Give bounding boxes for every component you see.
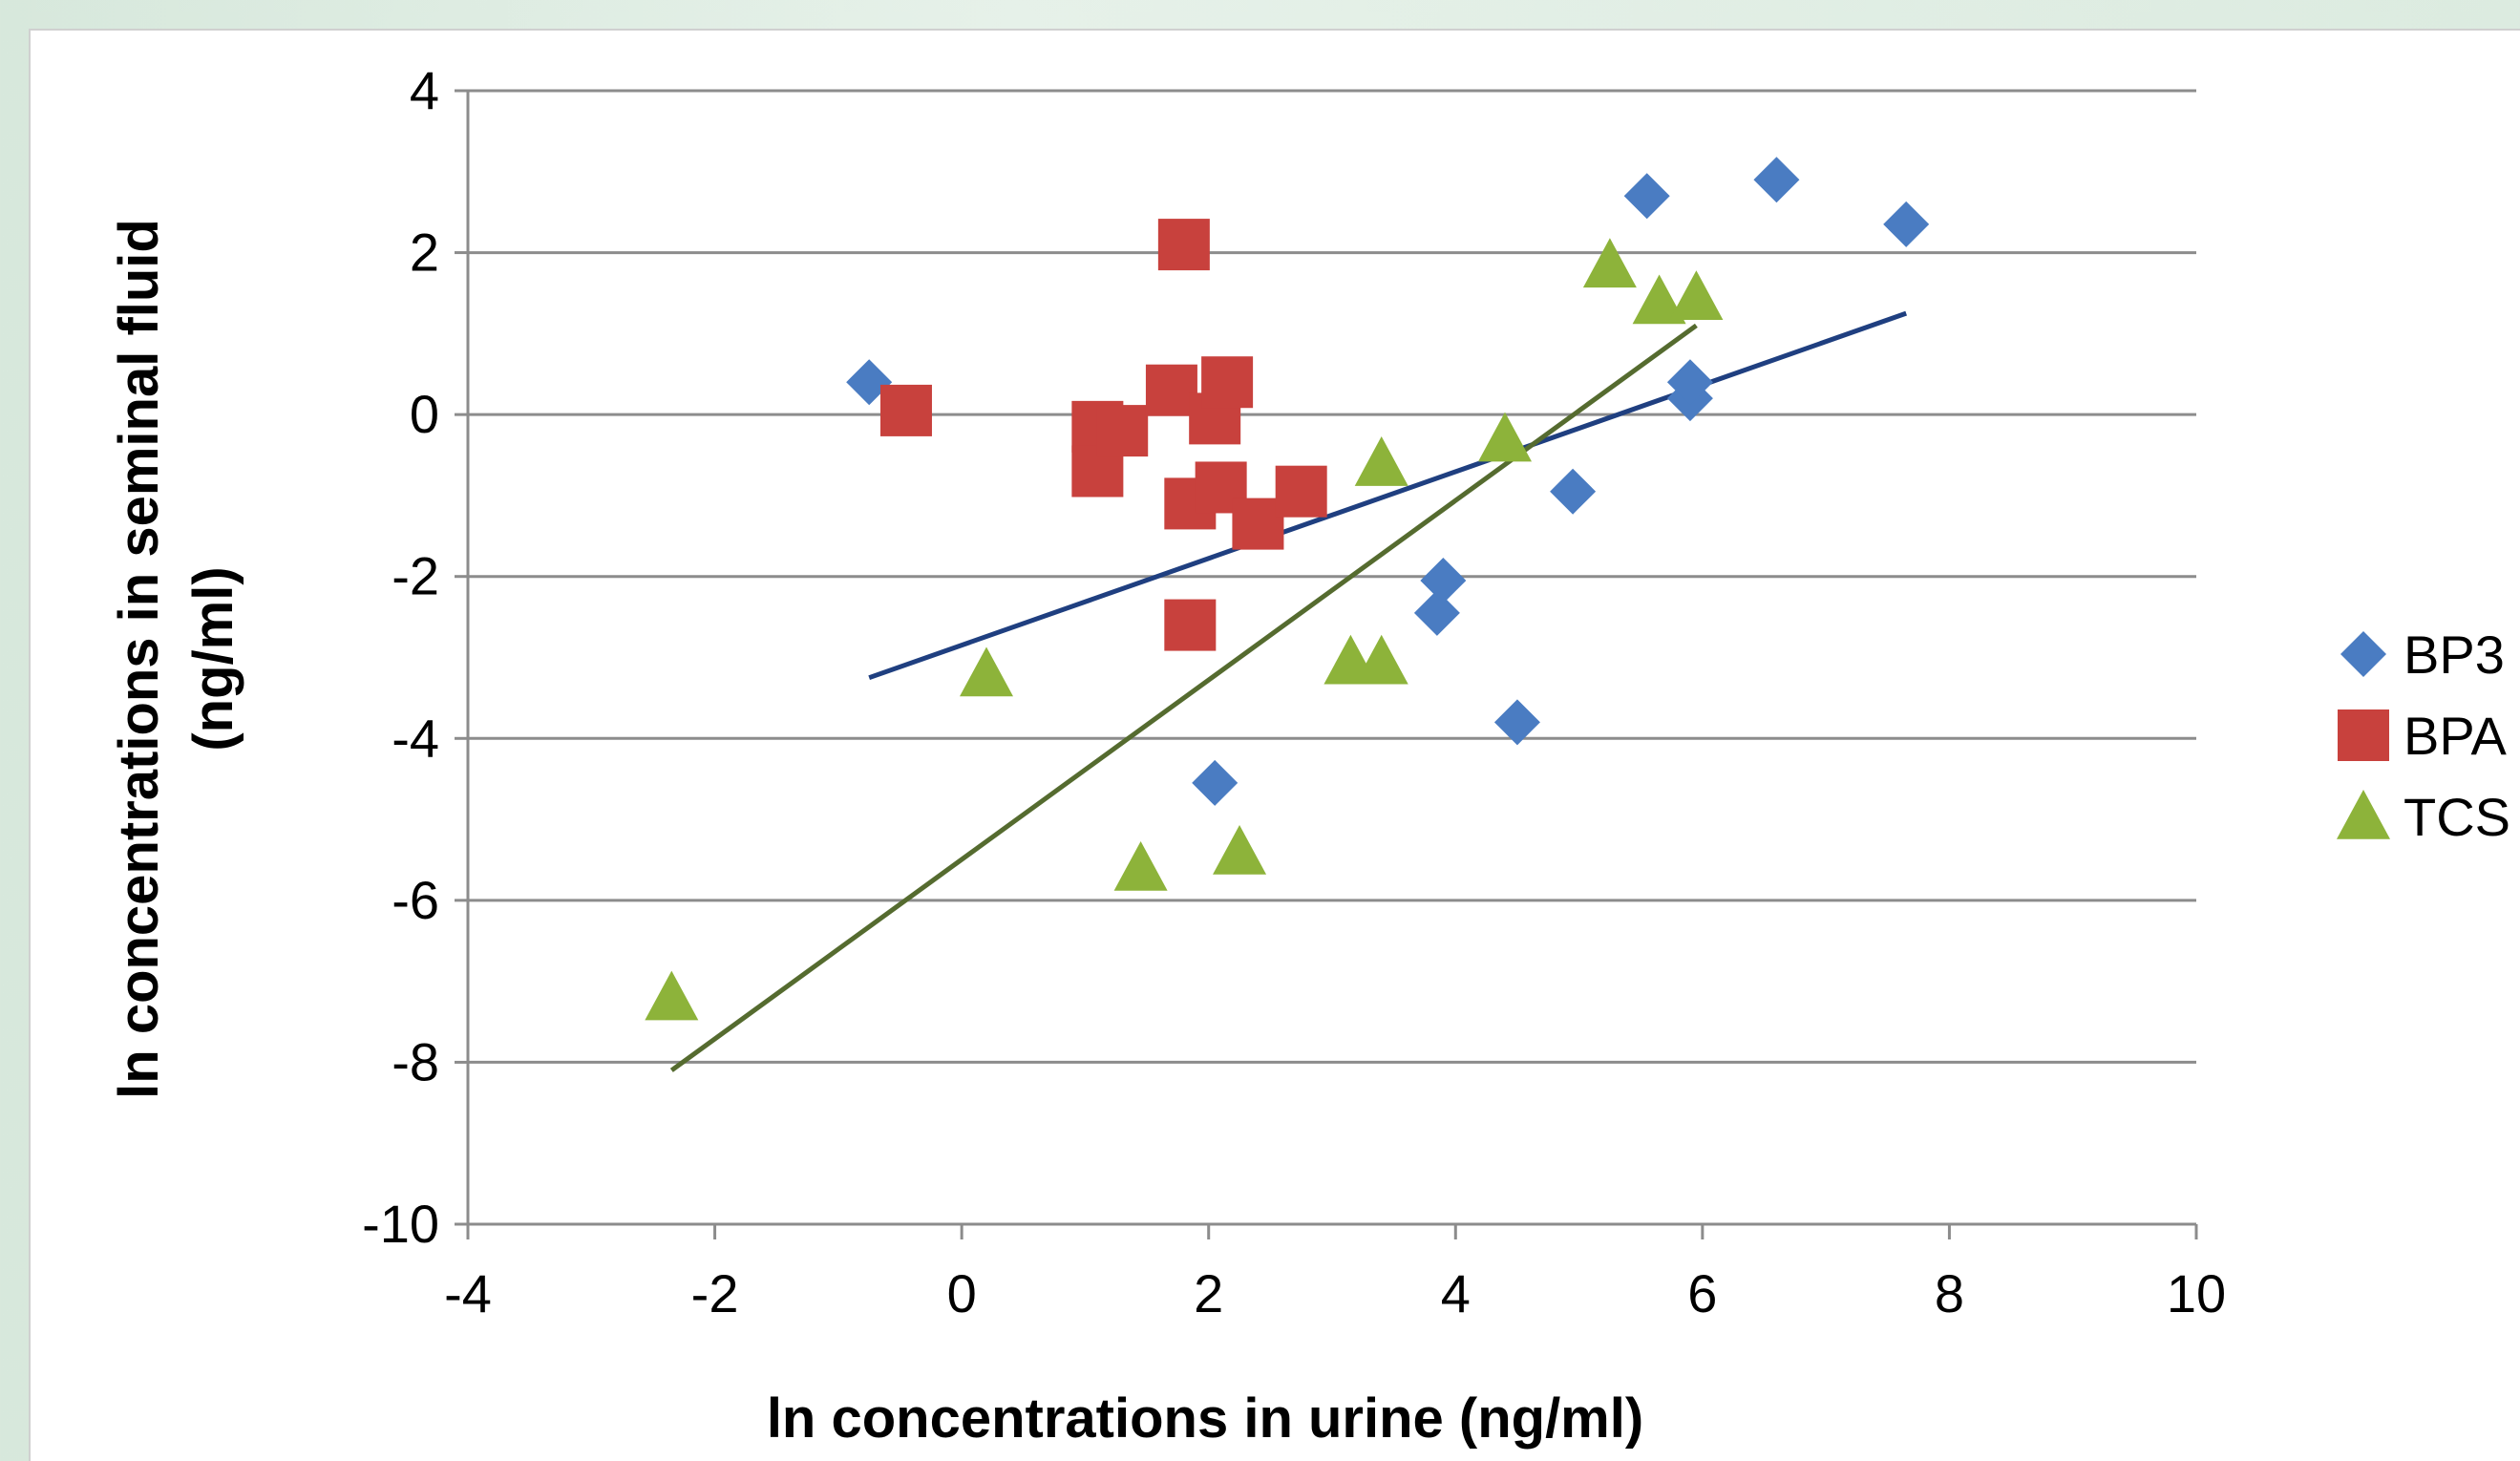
legend: BP3 BPA TCS: [2337, 625, 2510, 847]
tcs-point: [1213, 824, 1267, 875]
bp3-point: [1550, 468, 1597, 515]
y-axis-title-line2: (ng/ml): [182, 566, 244, 751]
y-tick-label: -8: [392, 1031, 439, 1091]
bpa-point: [1275, 465, 1327, 518]
x-tick-label: 8: [1935, 1263, 1964, 1323]
tcs-point: [1354, 634, 1408, 685]
y-tick-label: 2: [410, 222, 439, 283]
y-tick-label: 0: [410, 384, 439, 444]
tcs-point: [1582, 238, 1637, 288]
tcs-point: [1354, 436, 1408, 486]
tcs-point: [1478, 412, 1532, 462]
tcs-point: [1113, 840, 1168, 891]
x-tick-label: 0: [947, 1263, 977, 1323]
bp3-point: [1192, 759, 1239, 806]
bp3-point: [1666, 359, 1713, 406]
legend-bp3-marker: [2340, 631, 2386, 677]
grid-lines: [468, 89, 2196, 1064]
tcs-point: [645, 970, 699, 1021]
tcs-point: [960, 646, 1013, 697]
bp3-trendline: [868, 310, 1908, 681]
legend-bpa-marker: [2338, 709, 2389, 761]
tcs-point: [1669, 270, 1724, 321]
x-tick-label: 2: [1194, 1263, 1223, 1323]
trend-lines: [669, 310, 1908, 1072]
y-tick-label: -10: [362, 1194, 439, 1254]
axes: [455, 89, 2198, 1239]
chart-frame: [29, 29, 2520, 1461]
bpa-point: [1145, 364, 1197, 416]
tcs-point: [1632, 274, 1686, 325]
tick-labels: -10 -8 -6 -4 -2 0 2 4 -4 -2 0 2 4 6 8 10: [362, 60, 2226, 1323]
bpa-point: [1096, 405, 1149, 457]
y-tick-label: -6: [392, 870, 439, 930]
legend-bp3-label: BP3: [2404, 625, 2505, 685]
bp3-point: [1753, 157, 1800, 203]
x-tick-label: -2: [691, 1263, 739, 1323]
y-tick-label: -2: [392, 546, 439, 606]
data-points: [645, 157, 1930, 1021]
x-axis-title: ln concentrations in urine (ng/ml): [767, 1387, 1643, 1450]
bpa-point: [1201, 356, 1254, 409]
y-axis-title: ln concentrations in seminal fluid (ng/m…: [108, 219, 244, 1099]
legend-bpa-label: BPA: [2404, 706, 2508, 766]
bpa-point: [1157, 219, 1210, 271]
bp3-point: [1413, 589, 1460, 636]
bp3-point: [1623, 173, 1670, 220]
y-tick-label: 4: [410, 60, 439, 120]
bpa-point: [1232, 498, 1284, 550]
bp3-point: [1420, 557, 1467, 603]
x-tick-label: 10: [2167, 1263, 2226, 1323]
bp3-point: [1883, 201, 1930, 247]
bpa-point: [879, 384, 932, 436]
bp3-point: [1493, 699, 1540, 746]
y-tick-label: -4: [392, 708, 439, 768]
bpa-point: [1164, 599, 1217, 651]
x-tick-label: 4: [1441, 1263, 1471, 1323]
legend-tcs-label: TCS: [2404, 787, 2510, 847]
x-tick-label: -4: [444, 1263, 492, 1323]
legend-tcs-marker: [2337, 790, 2390, 839]
tcs-trendline: [669, 323, 1698, 1072]
x-tick-label: 6: [1687, 1263, 1717, 1323]
y-axis-title-line1: ln concentrations in seminal fluid: [108, 219, 170, 1099]
